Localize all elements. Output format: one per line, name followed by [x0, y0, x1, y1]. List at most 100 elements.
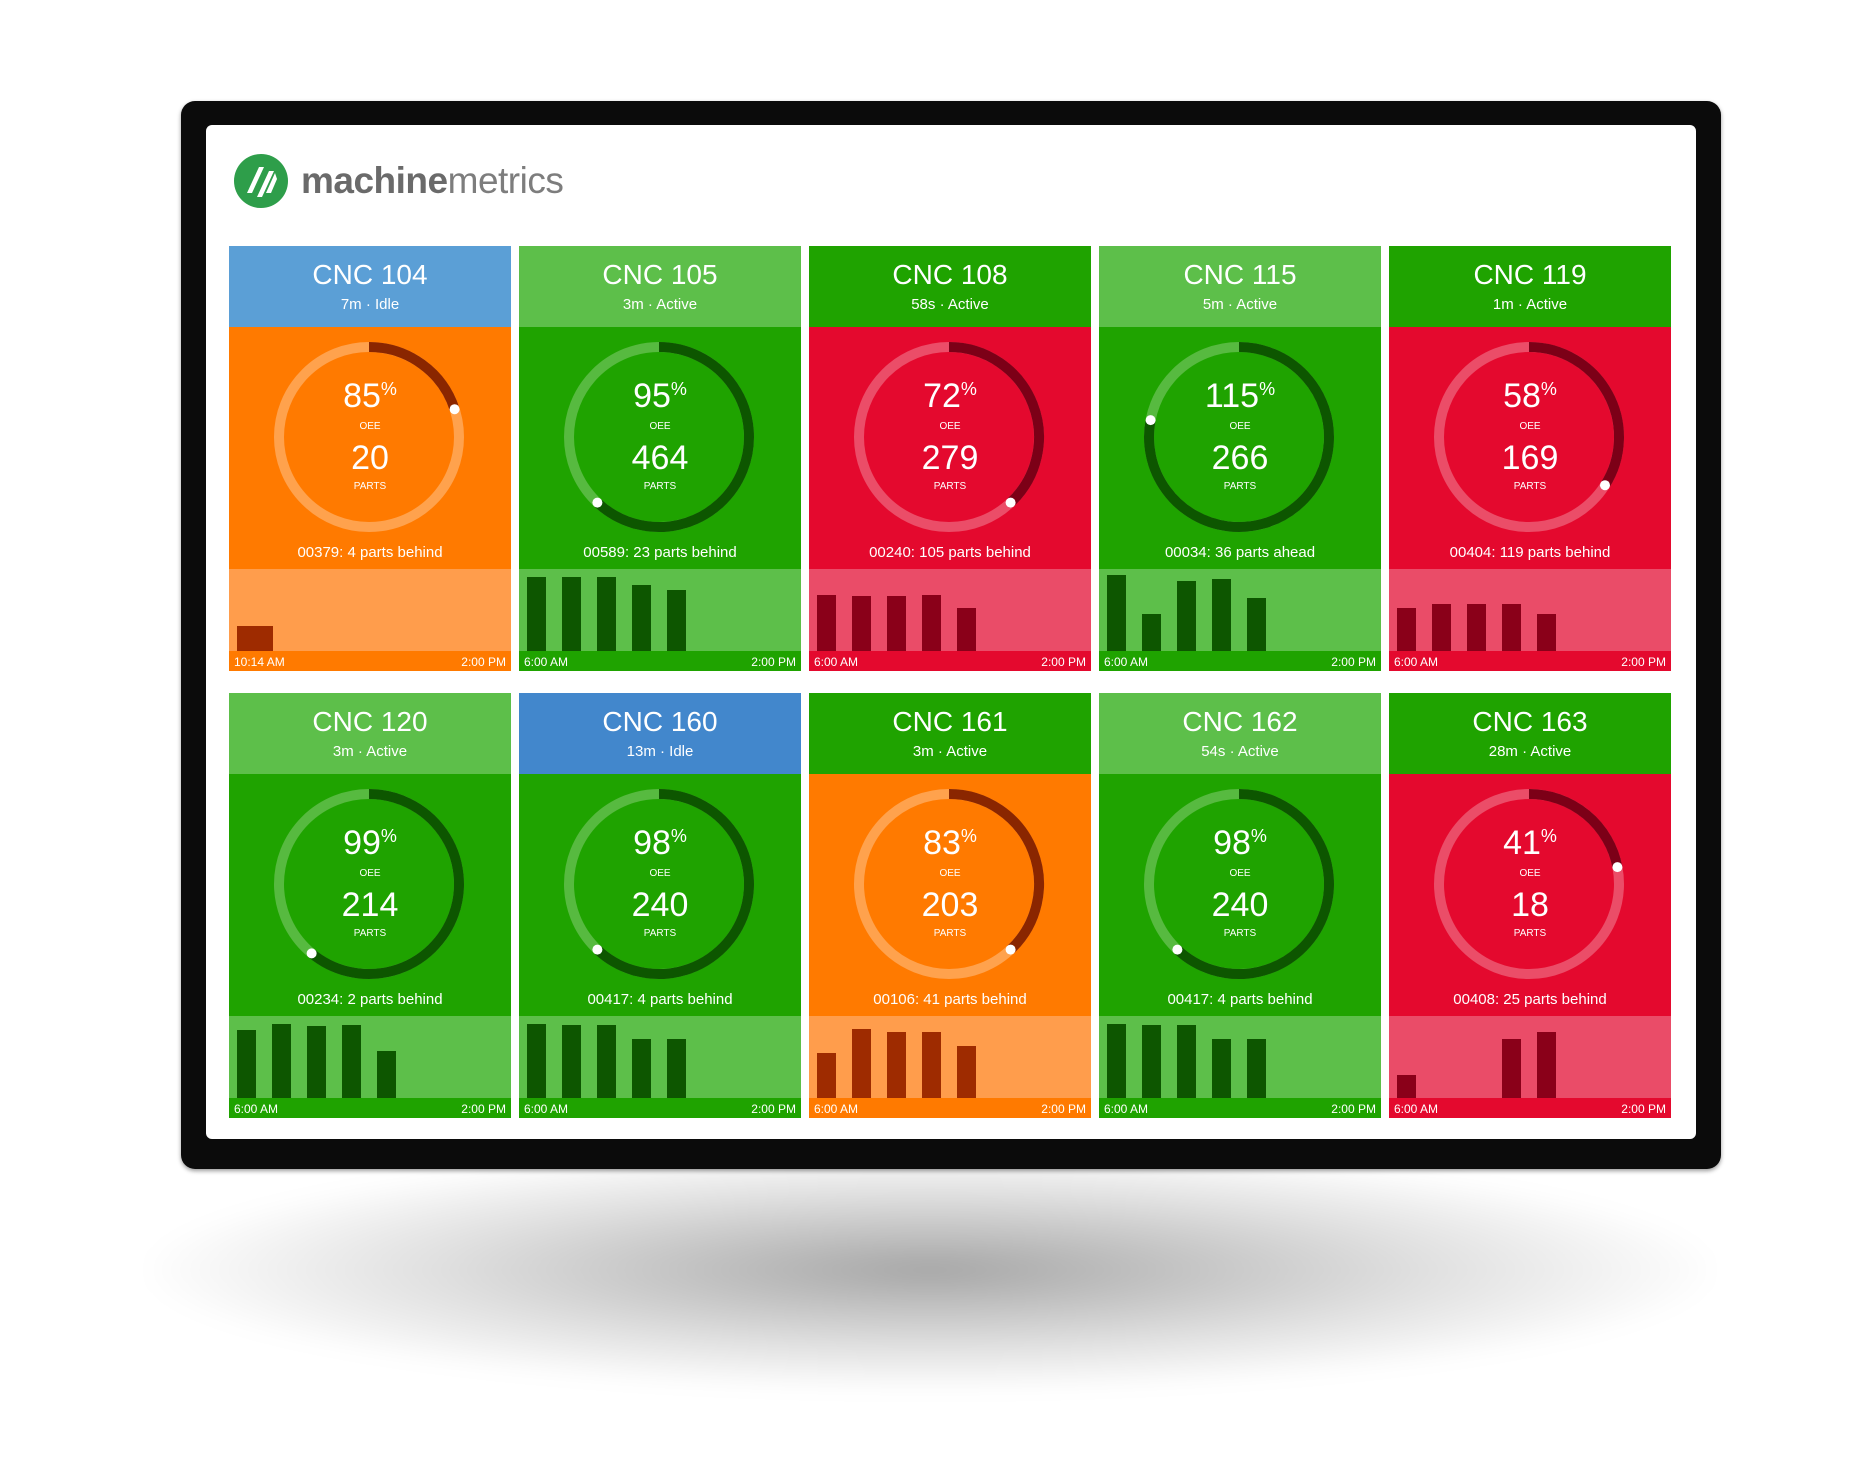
- machine-name: CNC 162: [1182, 706, 1298, 737]
- machine-card[interactable]: CNC 161 3m · Active 83% OEE 203 PARTS 00106: 4…: [809, 693, 1091, 1118]
- machine-card[interactable]: CNC 160 13m · Idle 98% OEE 240 PARTS 00417: 4 …: [519, 693, 801, 1118]
- gauge-marker-dot: [306, 948, 317, 959]
- hourly-bar: [887, 1032, 906, 1098]
- machine-card-header[interactable]: CNC 105 3m · Active: [519, 246, 801, 327]
- machine-name: CNC 120: [312, 706, 428, 737]
- machine-card-header[interactable]: CNC 104 7m · Idle: [229, 246, 511, 327]
- oee-gauge: [1144, 342, 1334, 532]
- machine-card[interactable]: CNC 115 5m · Active 115% OEE 266 PARTS 00034: …: [1099, 246, 1381, 671]
- oee-percent-symbol: %: [960, 379, 977, 399]
- oee-percent-symbol: %: [960, 826, 977, 846]
- hourly-parts-chart: 6:00 AM 2:00 PM: [809, 1016, 1091, 1118]
- hourly-bar: [377, 1051, 396, 1098]
- machine-card-body: 83% OEE 203 PARTS 00106: 41 parts behind: [809, 774, 1091, 1016]
- oee-label: OEE: [1229, 421, 1251, 432]
- oee-percent-symbol: %: [380, 826, 397, 846]
- hourly-bar: [1397, 1075, 1416, 1098]
- oee-value: 85%: [229, 378, 511, 419]
- oee-number: 72: [923, 377, 961, 415]
- machine-card-body: 98% OEE 240 PARTS 00417: 4 parts behind: [519, 774, 801, 1016]
- hourly-bar: [1107, 1024, 1126, 1098]
- machine-card-header[interactable]: CNC 120 3m · Active: [229, 693, 511, 774]
- parts-count: 214: [341, 886, 399, 924]
- oee-percent-symbol: %: [670, 379, 687, 399]
- brand-logo[interactable]: machinemetrics: [233, 151, 564, 211]
- gauge-marker-dot: [592, 944, 603, 955]
- hourly-parts-chart: 6:00 AM 2:00 PM: [809, 569, 1091, 671]
- machine-card-header[interactable]: CNC 163 28m · Active: [1389, 693, 1671, 774]
- oee-number: 41: [1503, 824, 1541, 862]
- chart-time-axis: [229, 1098, 511, 1118]
- machine-card-header[interactable]: CNC 161 3m · Active: [809, 693, 1091, 774]
- oee-value: 72%: [809, 378, 1091, 419]
- job-status-note: 00417: 4 parts behind: [587, 991, 733, 1008]
- gauge-progress-arc: [1173, 789, 1334, 979]
- machine-card-body: 41% OEE 18 PARTS 00408: 25 parts behind: [1389, 774, 1671, 1016]
- oee-value: 115%: [1099, 378, 1381, 419]
- oee-number: 98: [1213, 824, 1251, 862]
- hourly-bar: [1467, 604, 1486, 651]
- hourly-bar: [957, 1046, 976, 1098]
- hourly-bar: [1502, 1039, 1521, 1098]
- machine-card-body: 98% OEE 240 PARTS 00417: 4 parts behind: [1099, 774, 1381, 1016]
- chart-end-time: 2:00 PM: [461, 1102, 506, 1116]
- machine-name: CNC 161: [892, 706, 1008, 737]
- hourly-bar: [1247, 598, 1266, 651]
- parts-count: 240: [631, 886, 689, 924]
- parts-count: 20: [351, 439, 389, 477]
- oee-percent-symbol: %: [380, 379, 397, 399]
- hourly-bar: [1537, 1032, 1556, 1098]
- chart-time-axis: [1099, 1098, 1381, 1118]
- oee-percent-symbol: %: [1540, 826, 1557, 846]
- gauge-progress-arc: [948, 342, 1044, 507]
- hourly-bar: [632, 585, 651, 651]
- parts-label: PARTS: [933, 481, 967, 492]
- chart-start-time: 6:00 AM: [234, 1102, 279, 1116]
- hourly-parts-chart: 10:14 AM 2:00 PM: [229, 569, 511, 671]
- parts-label: PARTS: [353, 928, 387, 939]
- chart-time-axis: [1389, 1098, 1671, 1118]
- machine-card-header[interactable]: CNC 115 5m · Active: [1099, 246, 1381, 327]
- dashboard-screen: machinemetrics CNC 104 7m · Idle 85% OEE 20 P…: [206, 125, 1696, 1139]
- gauge-marker-dot: [592, 497, 603, 508]
- job-status-note: 00234: 2 parts behind: [297, 991, 443, 1008]
- machine-card-header[interactable]: CNC 160 13m · Idle: [519, 693, 801, 774]
- gauge-progress-arc: [593, 342, 754, 532]
- monitor-shadow: [150, 1150, 1710, 1390]
- machine-card[interactable]: CNC 119 1m · Active 58% OEE 169 PARTS 00404: 1…: [1389, 246, 1671, 671]
- machine-card[interactable]: CNC 105 3m · Active 95% OEE 464 PARTS 00589: 2…: [519, 246, 801, 671]
- oee-value: 99%: [229, 825, 511, 866]
- machine-card-header[interactable]: CNC 108 58s · Active: [809, 246, 1091, 327]
- machine-grid: CNC 104 7m · Idle 85% OEE 20 PARTS 00379: 4 pa…: [229, 246, 1671, 1118]
- machine-card[interactable]: CNC 120 3m · Active 99% OEE 214 PARTS 00234: 2…: [229, 693, 511, 1118]
- parts-label: PARTS: [1223, 928, 1257, 939]
- parts-count: 18: [1511, 886, 1549, 924]
- parts-count: 169: [1501, 439, 1559, 477]
- gauge-marker-dot: [1005, 497, 1016, 508]
- chart-start-time: 6:00 AM: [524, 1102, 569, 1116]
- machine-card[interactable]: CNC 108 58s · Active 72% OEE 279 PARTS 00240: …: [809, 246, 1091, 671]
- hourly-bar: [1177, 1025, 1196, 1098]
- job-status-note: 00417: 4 parts behind: [1167, 991, 1313, 1008]
- hourly-parts-chart: 6:00 AM 2:00 PM: [229, 1016, 511, 1118]
- machine-status: 54s · Active: [1201, 743, 1279, 760]
- machine-card-header[interactable]: CNC 162 54s · Active: [1099, 693, 1381, 774]
- oee-label: OEE: [359, 868, 381, 879]
- job-status-note: 00240: 105 parts behind: [869, 544, 1031, 561]
- hourly-bar: [1177, 581, 1196, 651]
- machine-card[interactable]: CNC 163 28m · Active 41% OEE 18 PARTS 00408: 2…: [1389, 693, 1671, 1118]
- oee-label: OEE: [1519, 868, 1541, 879]
- hourly-bar: [1502, 604, 1521, 651]
- machine-card-header[interactable]: CNC 119 1m · Active: [1389, 246, 1671, 327]
- oee-percent-symbol: %: [1250, 826, 1267, 846]
- parts-label: PARTS: [1513, 928, 1547, 939]
- chart-time-axis: [809, 651, 1091, 671]
- oee-value: 41%: [1389, 825, 1671, 866]
- hourly-bar: [597, 1025, 616, 1098]
- hourly-parts-chart: 6:00 AM 2:00 PM: [519, 569, 801, 671]
- machine-name: CNC 108: [892, 259, 1008, 290]
- parts-count: 266: [1211, 439, 1269, 477]
- machine-card[interactable]: CNC 162 54s · Active 98% OEE 240 PARTS 00417: …: [1099, 693, 1381, 1118]
- hourly-bar: [1537, 614, 1556, 651]
- machine-card[interactable]: CNC 104 7m · Idle 85% OEE 20 PARTS 00379: 4 pa…: [229, 246, 511, 671]
